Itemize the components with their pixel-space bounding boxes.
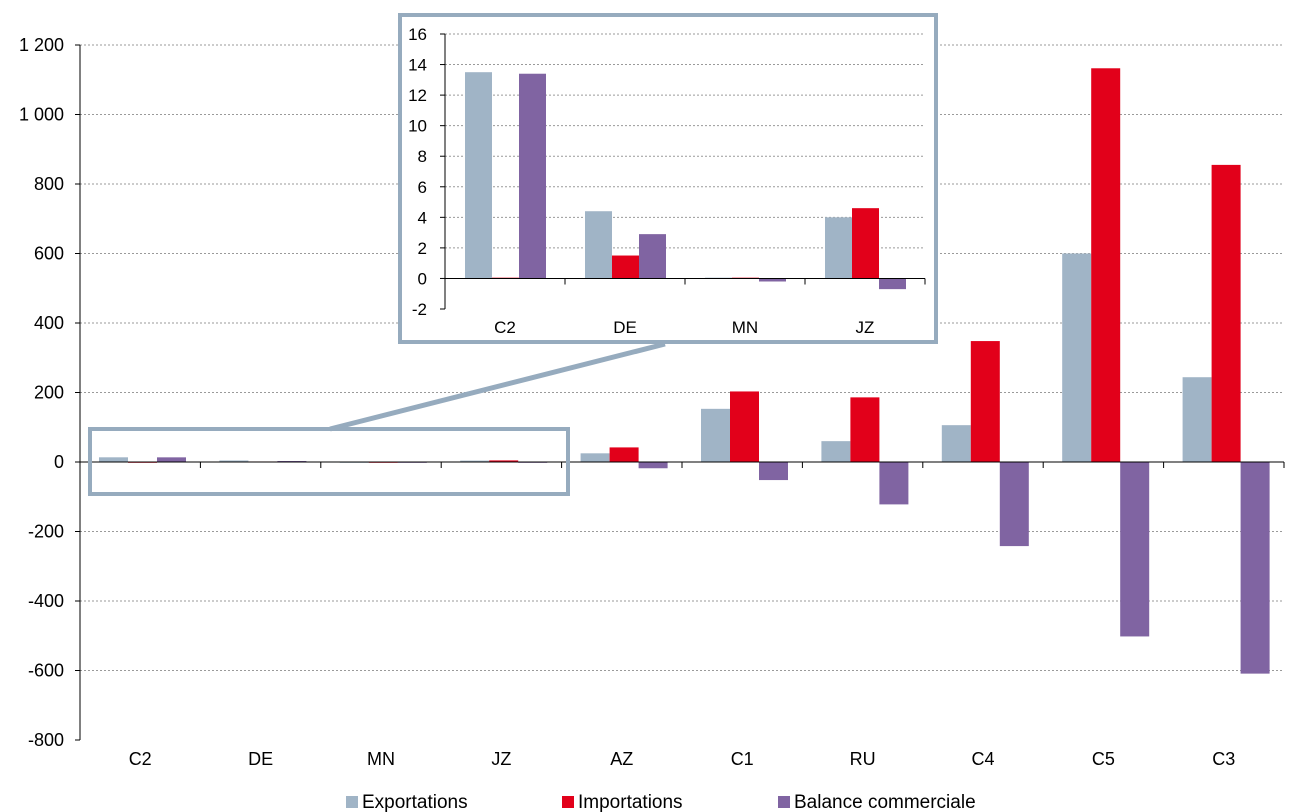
inset-bar-balance-commerciale-mn: [759, 278, 786, 282]
inset-bar-exportations-c2: [465, 72, 492, 279]
x-tick-label: C2: [129, 749, 152, 769]
inset-bar-importations-de: [612, 255, 639, 279]
legend-swatch-importations: [562, 796, 574, 808]
inset-x-tick-label: DE: [613, 318, 637, 337]
inset-x-tick-label: MN: [732, 318, 758, 337]
x-tick-label: RU: [850, 749, 876, 769]
legend-swatch-balance-commerciale: [778, 796, 790, 808]
zoom-highlight: [88, 341, 666, 496]
inset-bar-balance-commerciale-c2: [519, 73, 546, 279]
inset-y-tick-label: 14: [408, 56, 427, 75]
x-tick-label: DE: [248, 749, 273, 769]
bar-importations-az: [609, 447, 639, 462]
inset-y-tick-label: 6: [418, 178, 427, 197]
inset-y-tick-label: 2: [418, 239, 427, 258]
x-tick-label: JZ: [491, 749, 511, 769]
legend: Exportations Importations Balance commerci…: [346, 792, 976, 812]
y-tick-label: 1 200: [19, 35, 64, 55]
inset-x-tick-label: JZ: [856, 318, 875, 337]
bar-importations-ru: [850, 397, 880, 462]
legend-label-exportations: Exportations: [362, 792, 468, 812]
y-tick-label: 0: [54, 452, 64, 472]
bar-balance-commerciale-de: [277, 460, 307, 462]
y-tick-label: 800: [34, 174, 64, 194]
bar-balance-commerciale-ru: [879, 462, 909, 505]
bar-balance-commerciale-c2: [157, 457, 186, 462]
inset-y-tick-label: 4: [418, 208, 427, 227]
legend-swatch-exportations: [346, 796, 358, 808]
x-tick-label: C1: [731, 749, 754, 769]
x-tick-label: C5: [1092, 749, 1115, 769]
inset-y-tick-label: 10: [408, 117, 427, 136]
main-bars: [99, 68, 1270, 674]
bar-exportations-c2: [99, 457, 128, 462]
bar-importations-c4: [970, 341, 1000, 462]
y-tick-label: 600: [34, 244, 64, 264]
inset-y-tick-label: 12: [408, 86, 427, 105]
bar-importations-c3: [1211, 164, 1241, 462]
inset-bar-importations-jz: [852, 208, 879, 279]
x-tick-label: MN: [367, 749, 395, 769]
y-tick-label: 1 000: [19, 105, 64, 125]
main-x-tick-labels: C2 DE MN JZ AZ C1 RU C4 C5 C3: [129, 749, 1236, 769]
bar-balance-commerciale-az: [638, 462, 668, 469]
bar-importations-c5: [1091, 68, 1121, 462]
y-tick-label: -400: [28, 591, 64, 611]
bar-exportations-az: [580, 453, 610, 462]
legend-label-balance-commerciale: Balance commerciale: [794, 792, 976, 812]
y-tick-label: 400: [34, 313, 64, 333]
bar-exportations-c5: [1062, 253, 1092, 462]
main-y-tick-labels: 1 200 1 000 800 600 400 200 0 -200 -400 -600 -800: [19, 35, 64, 750]
inset-y-tick-label: -2: [412, 300, 427, 319]
inset-x-tick-label: C2: [494, 318, 516, 337]
bar-exportations-jz: [460, 460, 490, 462]
x-tick-label: AZ: [610, 749, 633, 769]
zoom-region-box: [88, 427, 570, 496]
y-tick-label: -600: [28, 661, 64, 681]
inset-bar-exportations-jz: [825, 217, 852, 279]
inset-bar-balance-commerciale-de: [639, 234, 666, 279]
y-tick-label: 200: [34, 383, 64, 403]
bar-exportations-ru: [821, 441, 851, 462]
bar-balance-commerciale-c3: [1240, 462, 1270, 674]
inset-y-tick-label: 16: [408, 25, 427, 44]
inset-chart: 16 14 12 10 8 6 4 2 0 -2 C2 DE MN JZ: [398, 13, 938, 344]
bar-exportations-de: [219, 460, 249, 462]
inset-bar-exportations-de: [585, 211, 612, 279]
bar-importations-c1: [730, 391, 759, 462]
main-axes: [75, 44, 1285, 741]
bar-balance-commerciale-c1: [759, 462, 788, 481]
inset-bar-balance-commerciale-jz: [879, 278, 906, 290]
legend-label-importations: Importations: [578, 792, 683, 812]
inset-y-tick-label: 0: [418, 269, 427, 288]
bar-importations-jz: [489, 460, 519, 462]
x-tick-label: C3: [1212, 749, 1235, 769]
y-tick-label: -200: [28, 522, 64, 542]
inset-y-tick-label: 8: [418, 147, 427, 166]
zoom-connector-line: [329, 341, 666, 432]
bar-exportations-c3: [1182, 377, 1212, 462]
bar-balance-commerciale-c4: [999, 462, 1029, 547]
bar-balance-commerciale-c5: [1120, 462, 1150, 637]
x-tick-label: C4: [971, 749, 994, 769]
bar-exportations-c1: [701, 408, 730, 462]
y-tick-label: -800: [28, 730, 64, 750]
bar-exportations-c4: [941, 425, 971, 462]
